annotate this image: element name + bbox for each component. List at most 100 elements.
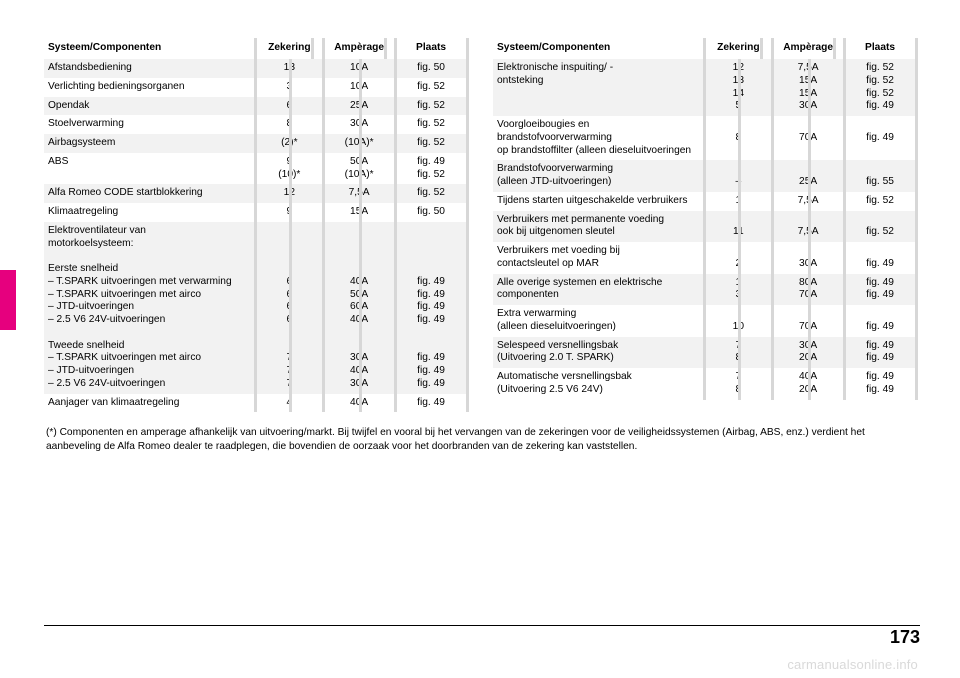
section-tab	[0, 270, 16, 330]
table-cell: 10A	[323, 59, 395, 78]
table-cell: 50A(10A)*	[323, 153, 395, 185]
table-cell: Stoelverwarming	[44, 115, 256, 134]
table-cell: fig. 50	[395, 203, 467, 222]
table-cell: fig. 52	[395, 184, 467, 203]
table-cell: fig. 49fig. 49	[844, 337, 916, 369]
table-cell: 12	[256, 184, 324, 203]
table-cell: 1213145	[705, 59, 773, 116]
table-row: Stoelverwarming830Afig. 52	[44, 115, 467, 134]
table-cell: Extra verwarming(alleen dieseluitvoering…	[493, 305, 705, 337]
table-row: Aanjager van klimaatregeling440Afig. 49	[44, 394, 467, 413]
col-header-system: Systeem/Componenten	[44, 38, 256, 59]
table-cell: ABS	[44, 153, 256, 185]
table-cell: fig. 52fig. 52fig. 52fig. 49	[844, 59, 916, 116]
table-cell: (2)*	[256, 134, 324, 153]
table-cell: fig. 52	[844, 192, 916, 211]
footnote: (*) Componenten en amperage afhankelijk …	[44, 426, 916, 454]
table-cell: Automatische versnellingsbak(Uitvoering …	[493, 368, 705, 400]
table-cell: fig. 52	[395, 78, 467, 97]
col-header-system: Systeem/Componenten	[493, 38, 705, 59]
table-cell: Airbagsysteem	[44, 134, 256, 153]
table-cell: –	[705, 160, 773, 192]
col-header-fuse: Zekering	[705, 38, 773, 59]
table-cell: Aanjager van klimaatregeling	[44, 394, 256, 413]
table-cell: 13	[256, 59, 324, 78]
table-cell: Selespeed versnellingsbak(Uitvoering 2.0…	[493, 337, 705, 369]
col-header-loc: Plaats	[844, 38, 916, 59]
table-cell: 15A	[323, 203, 395, 222]
table-row: Extra verwarming(alleen dieseluitvoering…	[493, 305, 916, 337]
table-cell: 30A	[323, 115, 395, 134]
table-cell: Elektronische inspuiting/ -ontsteking	[493, 59, 705, 116]
table-cell: 6666 777	[256, 222, 324, 394]
table-cell: fig. 52	[844, 211, 916, 243]
table-row: Voorgloeibougies en brandstofvoorverwarm…	[493, 116, 916, 160]
table-cell: 9	[256, 203, 324, 222]
page-number-rule	[44, 625, 920, 626]
table-cell: Verlichting bedieningsorganen	[44, 78, 256, 97]
table-row: Automatische versnellingsbak(Uitvoering …	[493, 368, 916, 400]
table-row: Selespeed versnellingsbak(Uitvoering 2.0…	[493, 337, 916, 369]
table-cell: 10A	[323, 78, 395, 97]
table-cell: 30A20A	[772, 337, 844, 369]
table-cell: 40A20A	[772, 368, 844, 400]
table-cell: Alfa Romeo CODE startblokkering	[44, 184, 256, 203]
table-cell: fig. 49fig. 49	[844, 368, 916, 400]
table-cell: 25A	[323, 97, 395, 116]
table-cell: 1	[705, 192, 773, 211]
col-header-fuse: Zekering	[256, 38, 324, 59]
page-number: 173	[890, 627, 920, 648]
page: Systeem/Componenten Zekering Ampèrage Pl…	[0, 0, 960, 678]
table-cell: 11	[705, 211, 773, 243]
table-cell: 25A	[772, 160, 844, 192]
table-row: Klimaatregeling915Afig. 50	[44, 203, 467, 222]
table-cell: 8	[256, 115, 324, 134]
table-cell: 78	[705, 368, 773, 400]
table-cell: 30A	[772, 242, 844, 274]
table-cell: 13	[705, 274, 773, 306]
table-cell: Elektroventilateur vanmotorkoelsysteem: …	[44, 222, 256, 394]
table-row: Elektroventilateur vanmotorkoelsysteem: …	[44, 222, 467, 394]
table-cell: Afstandsbediening	[44, 59, 256, 78]
table-row: Verbruikers met voeding bijcontactsleute…	[493, 242, 916, 274]
table-cell: 4	[256, 394, 324, 413]
table-cell: fig. 49	[844, 305, 916, 337]
table-cell: 9(10)*	[256, 153, 324, 185]
table-cell: (10A)*	[323, 134, 395, 153]
table-cell: 8	[705, 116, 773, 160]
table-cell: fig. 52	[395, 134, 467, 153]
table-cell: 40A	[323, 394, 395, 413]
table-cell: 70A	[772, 305, 844, 337]
table-cell: Voorgloeibougies en brandstofvoorverwarm…	[493, 116, 705, 160]
table-cell: fig. 52	[395, 97, 467, 116]
table-row: Airbagsysteem(2)*(10A)*fig. 52	[44, 134, 467, 153]
table-cell: 78	[705, 337, 773, 369]
col-header-amp: Ampèrage	[772, 38, 844, 59]
table-cell: Brandstofvoorverwarming(alleen JTD-uitvo…	[493, 160, 705, 192]
table-cell: fig. 49fig. 49	[844, 274, 916, 306]
table-cell: 3	[256, 78, 324, 97]
table-header-row: Systeem/Componenten Zekering Ampèrage Pl…	[493, 38, 916, 59]
table-cell: Verbruikers met voeding bijcontactsleute…	[493, 242, 705, 274]
col-header-amp: Ampèrage	[323, 38, 395, 59]
table-row: Opendak625Afig. 52	[44, 97, 467, 116]
table-cell: fig. 49fig. 52	[395, 153, 467, 185]
table-cell: 2	[705, 242, 773, 274]
table-cell: 10	[705, 305, 773, 337]
table-cell: Opendak	[44, 97, 256, 116]
left-table-col: Systeem/Componenten Zekering Ampèrage Pl…	[44, 38, 467, 412]
table-cell: 7,5A	[772, 192, 844, 211]
table-cell: fig. 55	[844, 160, 916, 192]
table-cell: fig. 49fig. 49fig. 49fig. 49 fig. 49fig.…	[395, 222, 467, 394]
table-row: Alle overige systemen en elektrischecomp…	[493, 274, 916, 306]
table-cell: fig. 52	[395, 115, 467, 134]
table-cell: 6	[256, 97, 324, 116]
table-row: Verlichting bedieningsorganen310Afig. 52	[44, 78, 467, 97]
right-table-col: Systeem/Componenten Zekering Ampèrage Pl…	[493, 38, 916, 412]
table-cell: 40A50A60A40A 30A40A30A	[323, 222, 395, 394]
table-cell: Klimaatregeling	[44, 203, 256, 222]
table-row: Afstandsbediening1310Afig. 50	[44, 59, 467, 78]
table-cell: Tijdens starten uitgeschakelde verbruike…	[493, 192, 705, 211]
table-row: ABS9(10)*50A(10A)*fig. 49fig. 52	[44, 153, 467, 185]
table-row: Tijdens starten uitgeschakelde verbruike…	[493, 192, 916, 211]
